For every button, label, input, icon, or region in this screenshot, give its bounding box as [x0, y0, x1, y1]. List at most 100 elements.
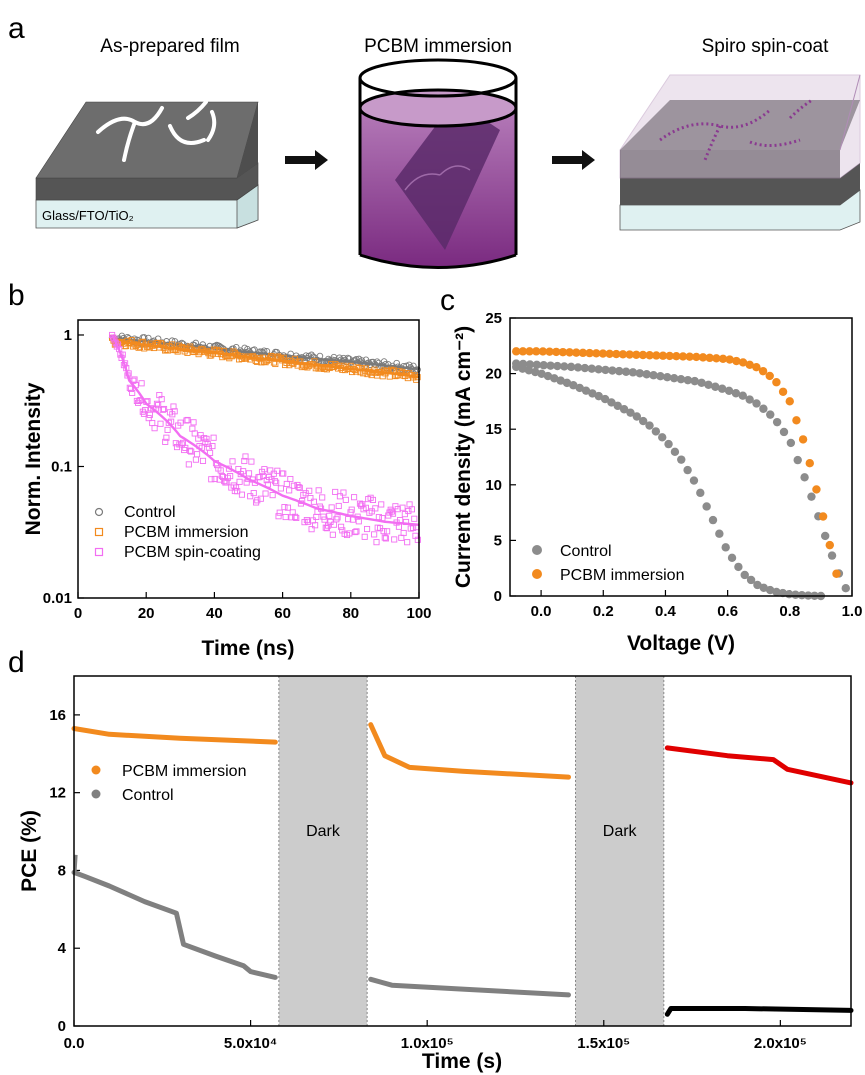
legend-label: Control — [124, 504, 176, 521]
data-point — [194, 451, 201, 458]
data-point — [812, 485, 821, 494]
data-point — [658, 351, 668, 360]
data-point — [229, 458, 236, 465]
data-point — [362, 504, 369, 511]
data-point — [592, 349, 601, 358]
data-point — [832, 569, 841, 578]
legend-label: Control — [122, 787, 174, 804]
data-point — [772, 587, 781, 597]
step1-title: As-prepared film — [100, 36, 239, 57]
data-point — [560, 362, 569, 371]
data-point — [572, 348, 581, 357]
data-point — [414, 536, 421, 543]
data-point — [391, 536, 398, 543]
legend-marker — [532, 569, 542, 579]
data-point — [149, 419, 156, 427]
chart-d-frame — [73, 675, 852, 1027]
data-point — [632, 412, 642, 421]
data-point — [738, 358, 748, 367]
x-tick-label: 0.4 — [655, 603, 677, 620]
data-point — [335, 502, 342, 510]
data-point — [791, 590, 800, 599]
x-tick-label: 1.0x10⁵ — [401, 1035, 454, 1052]
data-point — [257, 495, 264, 502]
data-point — [697, 378, 706, 388]
y-tick-label: 0 — [58, 1018, 66, 1035]
x-tick-label: 40 — [206, 605, 223, 622]
data-point — [717, 384, 727, 393]
data-point — [361, 533, 368, 540]
fit-line — [111, 339, 420, 379]
data-point — [745, 395, 754, 404]
data-point — [518, 359, 528, 369]
data-point — [605, 349, 614, 359]
data-point — [635, 369, 645, 378]
data-point — [223, 479, 230, 486]
data-point — [408, 506, 415, 513]
data-point — [389, 510, 397, 517]
data-point — [512, 347, 521, 356]
data-point — [711, 382, 720, 391]
data-point — [578, 348, 588, 358]
data-point — [306, 487, 313, 494]
data-point — [841, 584, 850, 593]
data-point — [261, 466, 268, 473]
data-point — [740, 570, 749, 580]
data-point — [283, 480, 290, 487]
y-tick-label: 5 — [494, 532, 502, 549]
data-point — [612, 349, 621, 359]
y-tick-label: 0.1 — [51, 458, 72, 475]
data-point — [573, 363, 583, 372]
data-point — [766, 410, 775, 419]
panel-c: c 0.0 0.2 0.4 0.6 0.8 1.0 0 5 10 15 20 25 Voltage (… — [440, 284, 862, 655]
data-point — [411, 515, 418, 522]
data-point — [625, 350, 634, 359]
data-point — [342, 496, 349, 503]
data-point — [352, 528, 359, 536]
data-point — [406, 501, 413, 508]
data-point — [378, 501, 385, 508]
data-point — [690, 376, 699, 386]
data-point — [543, 371, 553, 381]
data-point — [538, 347, 548, 356]
data-point — [537, 369, 546, 378]
data-point — [704, 380, 713, 389]
data-point — [672, 351, 681, 361]
y-tick-label: 25 — [485, 310, 502, 327]
data-point — [232, 484, 240, 491]
data-point — [565, 348, 574, 357]
data-point — [685, 352, 694, 361]
data-point — [670, 447, 680, 457]
data-point — [656, 372, 665, 381]
data-point — [329, 531, 336, 538]
data-point — [236, 478, 243, 485]
panel-label-c: c — [440, 284, 455, 317]
x-tick-label: 0.2 — [593, 603, 614, 620]
x-tick-label: 60 — [274, 605, 291, 622]
data-point — [702, 502, 711, 511]
spiro-spin-coat-illustration — [619, 74, 861, 231]
data-point — [532, 347, 541, 356]
data-point — [127, 385, 135, 392]
data-point — [772, 378, 781, 387]
data-point — [786, 438, 796, 448]
data-point — [188, 448, 195, 455]
data-point — [312, 522, 319, 529]
legend-label: PCBM immersion — [560, 567, 684, 584]
data-point — [157, 420, 164, 427]
chart-d-ylabel: PCE (%) — [18, 810, 41, 892]
data-point — [404, 539, 411, 546]
data-point — [211, 475, 218, 483]
data-point — [793, 455, 802, 465]
data-point — [778, 387, 788, 396]
data-point — [272, 360, 279, 368]
data-point — [303, 517, 310, 524]
legend-marker — [94, 527, 104, 537]
data-point — [269, 492, 276, 499]
data-point — [553, 361, 562, 371]
step3-title: Spiro spin-coat — [702, 36, 829, 57]
x-tick-label: 0 — [74, 605, 82, 622]
data-point — [208, 476, 215, 483]
data-point — [364, 525, 371, 533]
series-line — [368, 722, 571, 780]
